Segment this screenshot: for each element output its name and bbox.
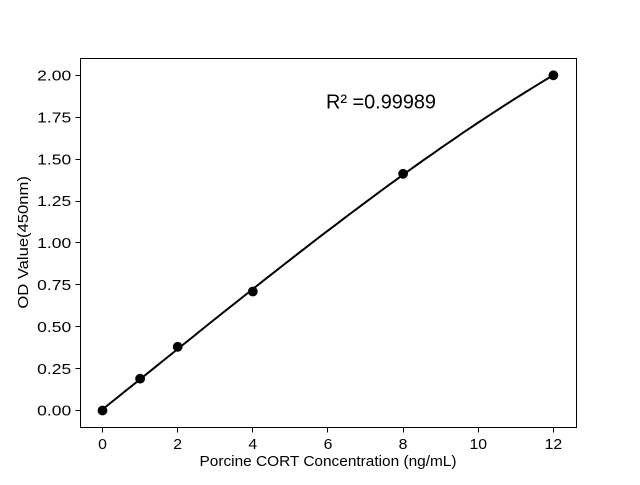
svg-text:0.25: 0.25 xyxy=(37,362,71,378)
svg-text:2.00: 2.00 xyxy=(37,69,71,85)
svg-text:1.75: 1.75 xyxy=(37,110,71,126)
svg-text:6: 6 xyxy=(324,437,333,453)
svg-text:OD Value(450nm): OD Value(450nm) xyxy=(15,176,32,309)
svg-text:1.25: 1.25 xyxy=(37,194,71,210)
svg-text:0.75: 0.75 xyxy=(37,278,71,294)
svg-text:2: 2 xyxy=(173,437,182,453)
svg-text:R² =0.99989: R² =0.99989 xyxy=(326,91,436,113)
svg-text:0.50: 0.50 xyxy=(37,320,71,336)
svg-text:10: 10 xyxy=(470,437,488,453)
svg-text:0: 0 xyxy=(98,437,107,453)
svg-text:12: 12 xyxy=(545,437,563,453)
svg-text:Porcine CORT Concentration (ng: Porcine CORT Concentration (ng/mL) xyxy=(200,453,457,470)
svg-text:0.00: 0.00 xyxy=(37,404,71,420)
svg-text:1.00: 1.00 xyxy=(37,236,71,252)
svg-text:8: 8 xyxy=(399,437,408,453)
svg-text:4: 4 xyxy=(248,437,257,453)
svg-text:1.50: 1.50 xyxy=(37,152,71,168)
